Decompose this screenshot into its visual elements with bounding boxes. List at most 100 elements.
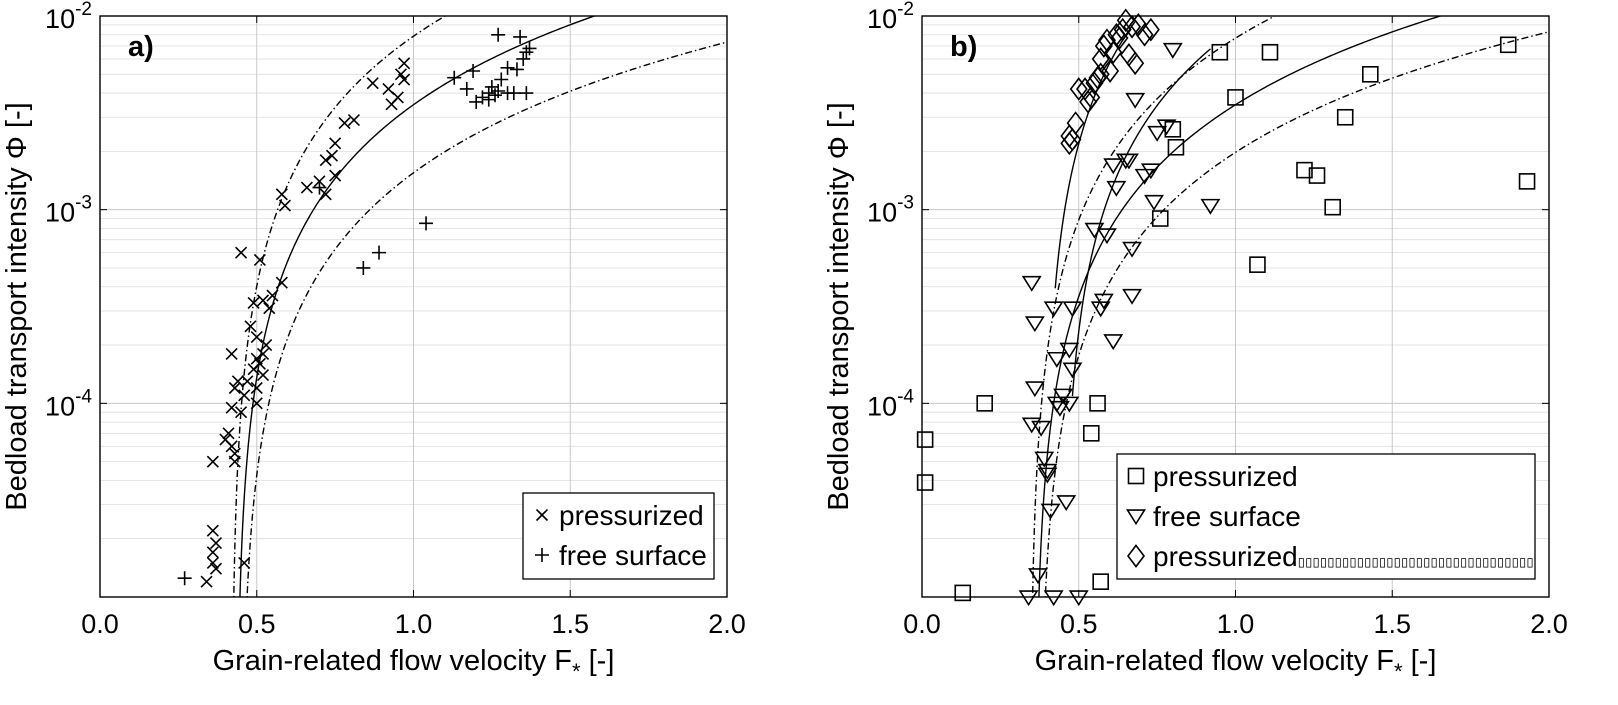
series-x [200,57,411,588]
data-point [256,347,270,360]
data-point [1093,293,1114,310]
data-point [209,562,223,575]
legend-box [1116,453,1536,580]
x-tick-label: 0.5 [1060,609,1098,639]
data-point [1200,198,1221,215]
data-point [1296,161,1313,179]
x-tick-label: 2.0 [708,609,746,639]
data-point [1028,568,1048,585]
y-tick-base: 10 [45,198,75,228]
data-point [338,117,351,130]
data-point [1211,43,1229,61]
data-point [222,427,235,440]
data-point [1227,89,1244,106]
data-point [253,253,266,267]
data-point [1084,222,1105,239]
y-tick-base: 10 [867,4,897,34]
data-point [1024,316,1045,333]
data-point [319,154,332,167]
data-point [1126,51,1145,76]
data-point [206,556,219,569]
y-tick-exponent: -2 [897,0,914,20]
data-point [1034,451,1055,468]
data-point [225,440,238,453]
data-point [206,455,219,468]
data-point [238,556,251,569]
fit-curve [1054,21,1136,289]
data-point [253,357,266,370]
data-point [1091,62,1110,87]
data-point [312,180,327,195]
data-point [1060,131,1079,156]
data-point [1110,26,1129,50]
y-tick-base: 10 [45,4,75,34]
fit-curve-bound [233,16,447,597]
x-axis-label: Grain-related flow velocity F* [-] [213,645,615,684]
legend-marker [1126,544,1146,568]
data-point [1324,198,1341,216]
x-tick-label: 1.0 [395,609,433,639]
legend: pressurized free surface [522,492,715,580]
data-point [1308,167,1326,184]
y-tick-label: 10-3 [867,193,914,228]
data-point [1053,388,1074,405]
data-point [1024,381,1045,398]
data-point [325,149,339,162]
x-axis-label-unit: [-] [581,645,615,677]
data-point [1336,108,1354,126]
data-point [1043,590,1064,607]
y-tick-label: 10-4 [867,386,914,421]
data-point [1060,124,1079,148]
data-point [235,406,248,419]
data-point [1499,36,1517,54]
y-tick-exponent: -4 [75,386,92,407]
curves [233,16,727,597]
series-diamond [1060,8,1160,156]
data-point [1118,153,1139,170]
x-tick-label: 1.0 [1217,609,1255,639]
data-point [1518,173,1536,190]
y-tick-base: 10 [867,391,897,421]
data-point [266,289,279,302]
legend-marker [535,548,549,562]
data-point [209,536,223,550]
panel-b: 0.00.51.01.52.010-410-310-210-1b)Grain-r… [823,0,1568,684]
y-tick-exponent: -3 [75,193,92,214]
data-point [250,397,263,410]
data-point [1249,256,1266,273]
data-point [459,81,474,96]
data-point [391,91,404,104]
data-point [206,524,219,537]
data-point [916,431,934,448]
data-point [347,114,361,127]
data-point [1167,138,1185,156]
data-point [329,169,342,182]
data-point [1106,180,1127,197]
x-axis-label-subscript: * [572,659,581,684]
x-tick-label: 0.0 [903,609,941,639]
data-point [1021,417,1042,434]
data-point [278,199,292,212]
data-point [1037,463,1058,480]
data-point [228,455,241,468]
data-point [1113,17,1132,42]
x-tick-label: 1.5 [551,609,589,639]
fit-curve-bound [1031,16,1277,597]
data-point [200,575,213,588]
data-point [1140,163,1161,180]
panel-a: 0.00.51.01.52.010-410-310-210-1a)Grain-r… [1,0,746,684]
fit-curve [1038,16,1443,597]
data-point [1101,59,1120,83]
data-point [225,401,238,414]
data-point [1031,420,1052,437]
data-point [247,296,260,309]
data-point [500,60,515,75]
data-point [1082,85,1101,110]
data-point [447,70,462,85]
data-point [1043,301,1064,318]
data-point [206,546,219,559]
legend-marker [1127,467,1145,485]
data-point [1147,125,1168,142]
x-axis-label-main: Grain-related flow velocity F [1035,645,1394,677]
data-point [1040,503,1061,520]
